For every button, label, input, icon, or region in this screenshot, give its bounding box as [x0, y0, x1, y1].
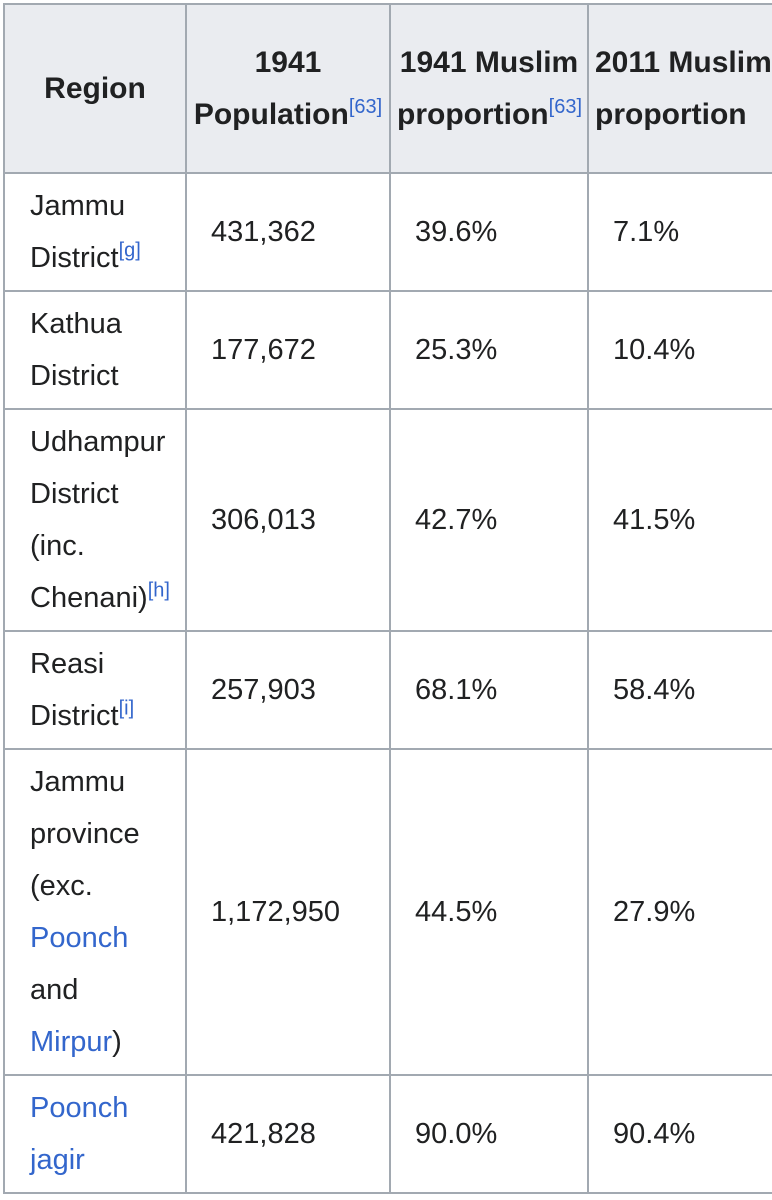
- muslim-1941-cell: 90.0%: [389, 1074, 589, 1194]
- region-text: Jammu: [30, 766, 126, 798]
- region-text: Kathua: [30, 308, 122, 340]
- muslim-1941-cell: 25.3%: [389, 290, 589, 410]
- header-m1941-line1: 1941 Muslim: [399, 45, 579, 79]
- table-row: Kathua District 177,672 25.3% 10.4%: [3, 290, 772, 410]
- muslim-1941-cell: 44.5%: [389, 748, 589, 1076]
- population-cell: 257,903: [185, 630, 391, 750]
- header-m1941-ref[interactable]: [63]: [548, 95, 582, 118]
- demographics-table: Region 1941 Population[63] 1941 Muslim p…: [3, 3, 772, 1194]
- region-text: Udhampur: [30, 426, 166, 458]
- region-cell: Jammu province (exc. Poonch and Mirpur): [3, 748, 187, 1076]
- footnote-link[interactable]: [i]: [118, 697, 135, 720]
- header-1941-population[interactable]: 1941 Population[63]: [185, 3, 391, 174]
- muslim-2011-cell: 41.5%: [587, 408, 772, 632]
- table-row: Jammu province (exc. Poonch and Mirpur) 1,172…: [3, 748, 772, 1076]
- header-row: Region 1941 Population[63] 1941 Muslim p…: [3, 3, 772, 174]
- header-m2011-line1: 2011 Muslim: [595, 45, 772, 79]
- region-text: province: [30, 818, 140, 850]
- poonch-jagir-link[interactable]: jagir: [30, 1144, 85, 1176]
- poonch-jagir-link[interactable]: Poonch: [30, 1092, 129, 1124]
- muslim-2011-cell: 58.4%: [587, 630, 772, 750]
- footnote-link[interactable]: [g]: [118, 239, 141, 262]
- region-cell: Poonch jagir: [3, 1074, 187, 1194]
- header-pop-line2: Population: [193, 97, 349, 131]
- region-text: District: [30, 700, 119, 732]
- region-text: District: [30, 242, 119, 274]
- header-m2011-line2: proportion: [595, 97, 747, 131]
- muslim-1941-cell: 42.7%: [389, 408, 589, 632]
- table-row: Udhampur District (inc. Chenani)[h] 306,013…: [3, 408, 772, 632]
- region-cell: Jammu District[g]: [3, 172, 187, 292]
- region-cell: Reasi District[i]: [3, 630, 187, 750]
- region-cell: Udhampur District (inc. Chenani)[h]: [3, 408, 187, 632]
- mirpur-link[interactable]: Mirpur: [30, 1026, 113, 1058]
- table-row: Reasi District[i] 257,903 68.1% 58.4%: [3, 630, 772, 750]
- table-row: Poonch jagir 421,828 90.0% 90.4%: [3, 1074, 772, 1194]
- muslim-1941-cell: 39.6%: [389, 172, 589, 292]
- muslim-1941-cell: 68.1%: [389, 630, 589, 750]
- muslim-2011-cell: 27.9%: [587, 748, 772, 1076]
- region-text: Chenani): [30, 582, 148, 614]
- region-text: Reasi: [30, 648, 105, 680]
- region-text: District: [30, 478, 119, 510]
- population-cell: 431,362: [185, 172, 391, 292]
- population-cell: 306,013: [185, 408, 391, 632]
- region-text: and: [30, 974, 79, 1006]
- header-region-label: Region: [44, 71, 146, 105]
- region-text: (inc.: [30, 530, 85, 562]
- footnote-link[interactable]: [h]: [147, 579, 170, 602]
- header-m1941-line2: proportion: [397, 97, 549, 131]
- header-pop-ref[interactable]: [63]: [348, 95, 383, 118]
- table-row: Jammu District[g] 431,362 39.6% 7.1%: [3, 172, 772, 292]
- muslim-2011-cell: 7.1%: [587, 172, 772, 292]
- region-text: ): [112, 1026, 122, 1058]
- region-text: Jammu: [30, 190, 126, 222]
- header-1941-muslim-proportion[interactable]: 1941 Muslim proportion[63]: [389, 3, 589, 174]
- population-cell: 177,672: [185, 290, 391, 410]
- region-text: (exc.: [30, 870, 93, 902]
- header-2011-muslim-proportion[interactable]: 2011 Muslim proportion: [587, 3, 772, 174]
- muslim-2011-cell: 10.4%: [587, 290, 772, 410]
- population-cell: 1,172,950: [185, 748, 391, 1076]
- header-pop-line1: 1941: [254, 45, 322, 79]
- muslim-2011-cell: 90.4%: [587, 1074, 772, 1194]
- region-cell: Kathua District: [3, 290, 187, 410]
- region-text: District: [30, 360, 119, 392]
- population-cell: 421,828: [185, 1074, 391, 1194]
- poonch-link[interactable]: Poonch: [30, 922, 129, 954]
- header-region[interactable]: Region: [3, 3, 187, 174]
